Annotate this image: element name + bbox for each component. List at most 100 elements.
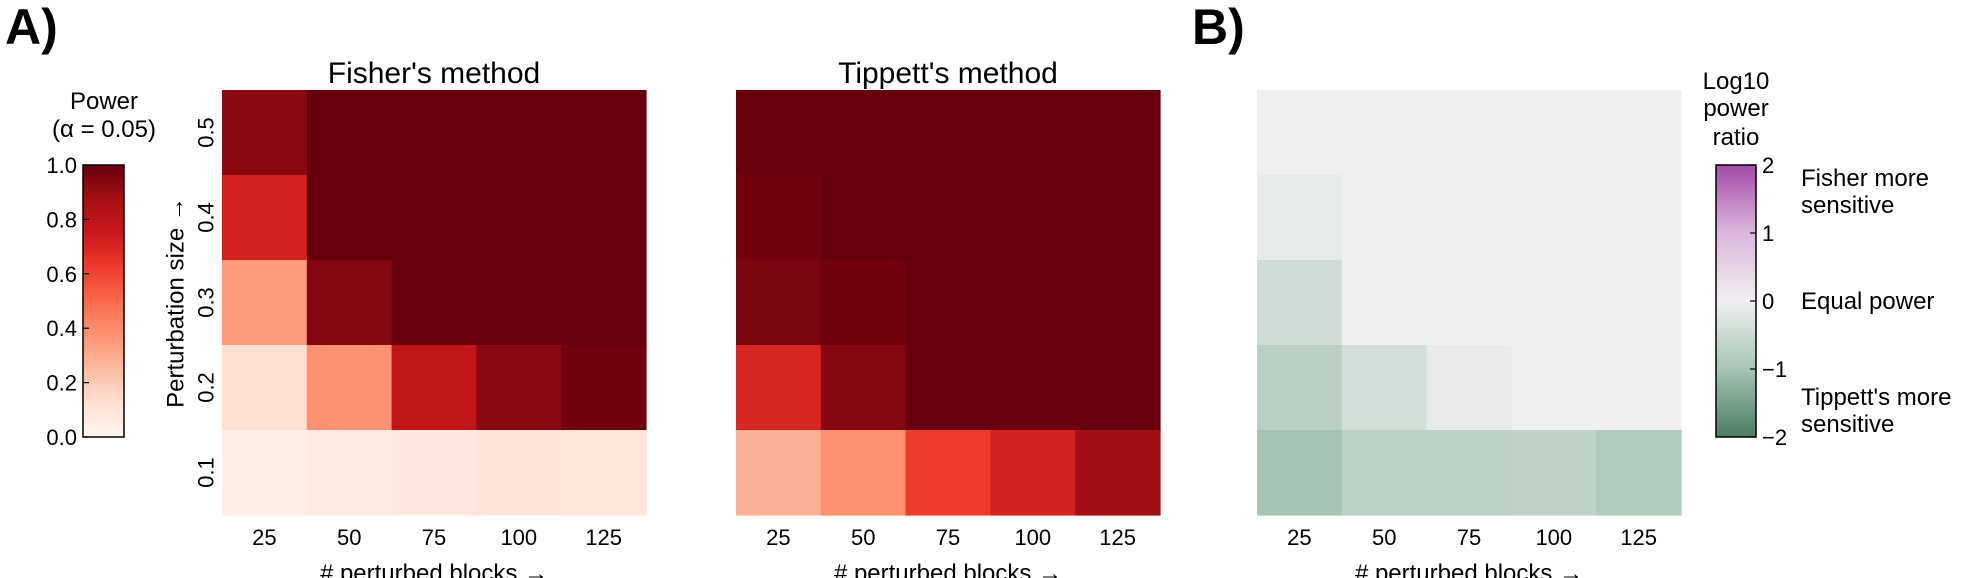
heatmap-cell: [1596, 345, 1682, 431]
heatmap-cell: [1596, 430, 1682, 516]
power-colorbar-tick-label: 1.0: [46, 153, 77, 178]
ratio-colorbar: Log10 power ratio −2 −1 0 1 2 Fisher more se…: [1703, 68, 1952, 450]
ratio-colorbar-title-1: Log10: [1703, 68, 1770, 95]
heatmap-cell: [1511, 260, 1597, 346]
heatmap-cell: [990, 345, 1076, 431]
ratio-colorbar-tick-label: 1: [1762, 221, 1774, 246]
annot-tippett-2: sensitive: [1801, 411, 1894, 438]
ratio-colorbar-tick-label: −1: [1762, 357, 1787, 382]
ratio-colorbar-title-2: power: [1703, 95, 1768, 122]
heatmap-cell: [222, 345, 308, 431]
heatmap-cell: [1426, 430, 1512, 516]
y-tick-label: 0.3: [194, 287, 219, 318]
heatmap-cell: [1426, 90, 1512, 176]
y-tick-label: 0.2: [194, 372, 219, 403]
heatmap-cell: [905, 175, 991, 261]
heatmap-cell: [391, 430, 477, 516]
y-tick-label: 0.1: [194, 457, 219, 488]
power-colorbar-tick-label: 0.2: [46, 371, 77, 396]
y-tick-label: 0.5: [194, 117, 219, 148]
heatmap-cell: [820, 260, 907, 346]
heatmap-cell: [1511, 175, 1597, 261]
ratio-colorbar-tick-label: 0: [1762, 289, 1774, 314]
heatmap-cell: [736, 345, 822, 431]
x-tick-label: 100: [500, 525, 537, 550]
annot-fisher-2: sensitive: [1801, 192, 1894, 219]
x-tick-label: 50: [1372, 525, 1396, 550]
heatmap-cell: [1511, 345, 1597, 431]
heatmap-cell: [306, 430, 393, 516]
y-axis-label: Perturbation size →: [163, 197, 190, 408]
heatmap-cell: [736, 90, 822, 176]
power-colorbar-tick-label: 0.4: [46, 316, 77, 341]
annot-equal: Equal power: [1801, 288, 1934, 315]
heatmap-cell: [306, 260, 393, 346]
x-axis-label: # perturbed blocks →: [320, 560, 548, 578]
power-colorbar-subtitle: (α = 0.05): [52, 116, 156, 143]
ratio-colorbar-tick-label: −2: [1762, 425, 1787, 450]
heatmap-cell: [222, 90, 308, 176]
heatmap-cell: [391, 90, 477, 176]
heatmap-cell: [905, 90, 991, 176]
heatmap-cell: [1426, 260, 1512, 346]
heatmap-cell: [1341, 430, 1428, 516]
x-axis-label: # perturbed blocks →: [834, 560, 1062, 578]
heatmap-ratio: 25 50 75 100 125 # perturbed blocks →: [1257, 90, 1682, 578]
heatmap-cell: [306, 345, 393, 431]
heatmap-cell: [1426, 345, 1512, 431]
heatmap-cell: [1596, 90, 1682, 176]
x-axis-label: # perturbed blocks →: [1355, 560, 1583, 578]
heatmap-cell: [990, 175, 1076, 261]
heatmap-cell: [561, 90, 647, 176]
heatmap-cell: [476, 345, 562, 431]
heatmap-cell: [820, 430, 907, 516]
heatmap-cell: [820, 175, 907, 261]
heatmap-cell: [561, 430, 647, 516]
power-colorbar-ticks: 0.0 0.2 0.4 0.6 0.8 1.0: [46, 153, 89, 450]
x-tick-label: 75: [422, 525, 446, 550]
x-tick-label: 100: [1535, 525, 1572, 550]
heatmap-cell: [1511, 90, 1597, 176]
x-tick-label: 125: [585, 525, 622, 550]
x-tick-label: 50: [851, 525, 875, 550]
panel-a-label: A): [5, 0, 58, 55]
ratio-colorbar-title-3: ratio: [1713, 124, 1760, 151]
heatmap-cell: [736, 260, 822, 346]
x-tick-label: 75: [936, 525, 960, 550]
heatmap-cell: [222, 430, 308, 516]
heatmap-cell: [1257, 430, 1343, 516]
panel-b-label: B): [1192, 0, 1245, 55]
x-tick-label: 125: [1620, 525, 1657, 550]
power-colorbar-tick-label: 0.0: [46, 425, 77, 450]
heatmap-cell: [905, 430, 991, 516]
heatmap-cell: [1341, 260, 1428, 346]
power-colorbar-title: Power: [70, 88, 138, 115]
heatmap-cell: [990, 90, 1076, 176]
ratio-colorbar-tick-label: 2: [1762, 153, 1774, 178]
heatmap-cell: [1426, 175, 1512, 261]
heatmap-cell: [1511, 430, 1597, 516]
heatmap-cell: [990, 430, 1076, 516]
heatmap-cell: [476, 430, 562, 516]
heatmap-cell: [391, 260, 477, 346]
x-tick-label: 25: [766, 525, 790, 550]
annot-tippett-1: Tippett's more: [1801, 384, 1951, 411]
heatmap-cell: [1257, 260, 1343, 346]
heatmap-cell: [561, 260, 647, 346]
heatmap-cell: [1257, 345, 1343, 431]
heatmap-cell: [736, 175, 822, 261]
heatmap-fisher: Fisher's method 25 50 75 100 125 # perturbed b…: [163, 57, 647, 578]
ratio-colorbar-ticks: −2 −1 0 1 2: [1750, 153, 1787, 450]
heatmap-cell: [990, 260, 1076, 346]
heatmap-cell: [306, 175, 393, 261]
chart-title: Tippett's method: [838, 57, 1058, 90]
heatmap-cell: [820, 90, 907, 176]
heatmap-cell: [476, 90, 562, 176]
heatmap-cell: [905, 260, 991, 346]
chart-title: Fisher's method: [328, 57, 540, 90]
heatmap-cell: [1075, 430, 1161, 516]
heatmap-cell: [561, 345, 647, 431]
power-colorbar: Power (α = 0.05) 0.0 0.2: [46, 88, 156, 450]
heatmap-cell: [222, 175, 308, 261]
